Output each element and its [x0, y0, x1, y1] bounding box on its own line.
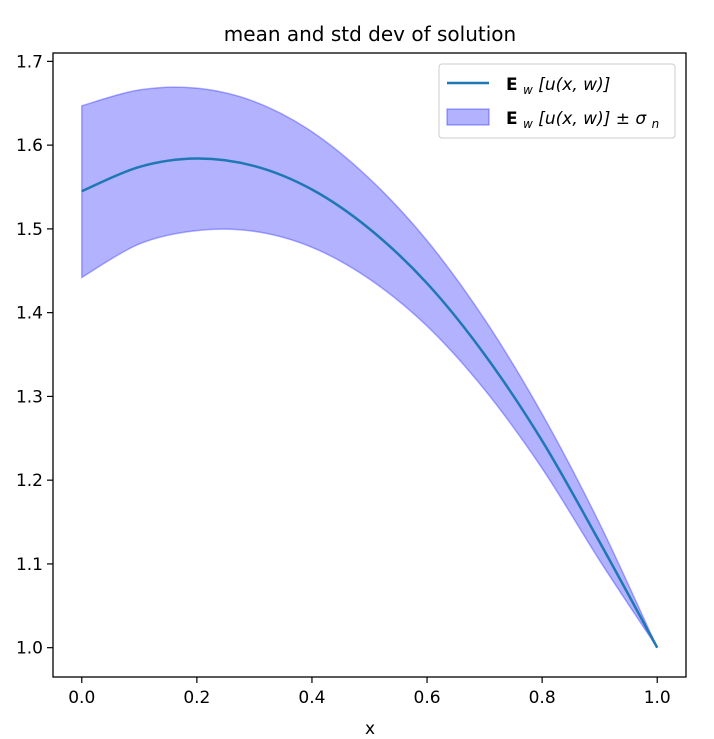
legend-band-label-prefix: E	[506, 109, 518, 129]
y-tick-label: 1.1	[16, 555, 43, 575]
legend-line-label-body: [u(x, w)]	[538, 75, 610, 95]
y-tick-label: 1.6	[16, 136, 43, 156]
legend-band-label-sub2: n	[652, 117, 660, 131]
y-tick-label: 1.2	[16, 471, 43, 491]
x-tick-label: 0.4	[298, 688, 325, 708]
legend-band-label-sub: w	[523, 117, 533, 131]
legend-line-label-prefix: E	[506, 75, 518, 95]
y-tick-label: 1.7	[16, 52, 43, 72]
x-tick-label: 0.2	[183, 688, 210, 708]
legend-band-label: E w [u(x, w)] ± σ n	[506, 109, 659, 133]
legend: E w [u(x, w)] E w [u(x, w)] ± σ n	[438, 63, 676, 139]
y-tick-label: 1.4	[16, 304, 43, 324]
chart-title: mean and std dev of solution	[224, 22, 516, 46]
std-dev-band	[81, 86, 658, 649]
x-tick-label: 0.6	[414, 688, 441, 708]
legend-band-swatch	[446, 108, 490, 126]
y-tick-label: 1.0	[16, 639, 43, 659]
x-tick-label: 0.8	[529, 688, 556, 708]
legend-frame	[438, 63, 676, 139]
plot-area	[81, 86, 659, 649]
axes: 0.0 0.2 0.4 0.6 0.8 1.0 1.0 1.1 1.2 1.3 1.4 1.5 1.6 1…	[16, 52, 687, 708]
y-tick-label: 1.5	[16, 220, 43, 240]
legend-band-label-body: [u(x, w)] ± σ	[538, 109, 647, 129]
x-tick-label: 1.0	[644, 688, 671, 708]
x-tick-label: 0.0	[68, 688, 95, 708]
legend-line-label: E w [u(x, w)]	[506, 75, 610, 99]
legend-line-label-sub: w	[523, 83, 533, 97]
mean-line	[81, 157, 659, 649]
x-axis-label: x	[365, 719, 375, 739]
plot-frame	[52, 52, 687, 678]
y-tick-label: 1.3	[16, 387, 43, 407]
